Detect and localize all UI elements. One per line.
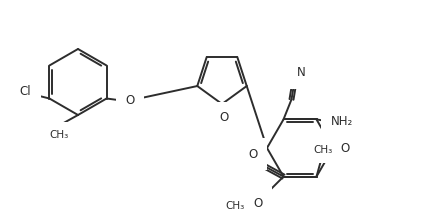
- Text: NH₂: NH₂: [330, 115, 353, 128]
- Text: Cl: Cl: [20, 85, 31, 98]
- Text: O: O: [219, 111, 229, 124]
- Text: O: O: [125, 94, 135, 107]
- Text: CH₃: CH₃: [314, 145, 333, 155]
- Text: CH₃: CH₃: [49, 130, 69, 140]
- Text: CH₃: CH₃: [225, 200, 244, 211]
- Text: O: O: [340, 142, 349, 155]
- Text: O: O: [253, 197, 263, 210]
- Text: O: O: [248, 148, 257, 161]
- Text: N: N: [296, 66, 305, 79]
